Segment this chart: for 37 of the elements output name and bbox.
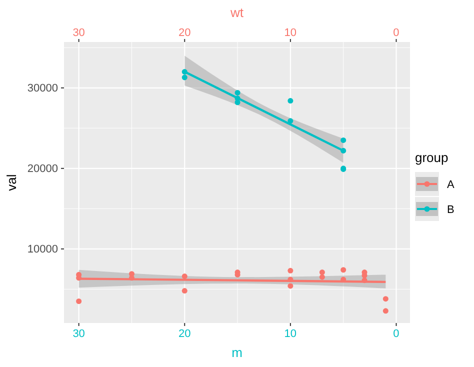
legend-label: B [447, 204, 454, 216]
x2-tick-label: 10 [284, 328, 297, 340]
point [382, 308, 388, 314]
point [288, 268, 294, 274]
point [182, 69, 188, 75]
x-tick-label: 0 [393, 27, 400, 39]
point [288, 98, 294, 104]
y-tick-label: 10000 [27, 243, 58, 256]
point [182, 288, 188, 294]
point [182, 274, 188, 280]
x2-tick-label: 20 [178, 328, 191, 340]
x-axis-title: m [232, 345, 242, 360]
point [319, 270, 325, 276]
x-tick-label: 30 [72, 27, 85, 39]
x-tick-label: 20 [178, 27, 191, 39]
y-tick-label: 30000 [27, 82, 58, 94]
point [340, 148, 346, 154]
point [382, 296, 388, 302]
x2-tick-label: 30 [72, 328, 85, 340]
y-tick-label: 20000 [27, 162, 58, 175]
legend-label: A [447, 179, 455, 191]
point [234, 90, 240, 96]
point [234, 100, 240, 106]
x2-axis-title: wt [230, 5, 244, 20]
point [319, 274, 325, 280]
legend-title: group [415, 150, 448, 165]
point [288, 283, 294, 289]
x-tick-label: 10 [284, 27, 297, 39]
y-axis-title: val [4, 174, 19, 191]
point [340, 267, 346, 273]
point [288, 276, 294, 282]
point [340, 137, 346, 143]
x2-tick-label: 0 [393, 328, 400, 340]
point [76, 298, 82, 304]
point [182, 74, 188, 80]
point [288, 118, 294, 124]
point [362, 278, 368, 284]
